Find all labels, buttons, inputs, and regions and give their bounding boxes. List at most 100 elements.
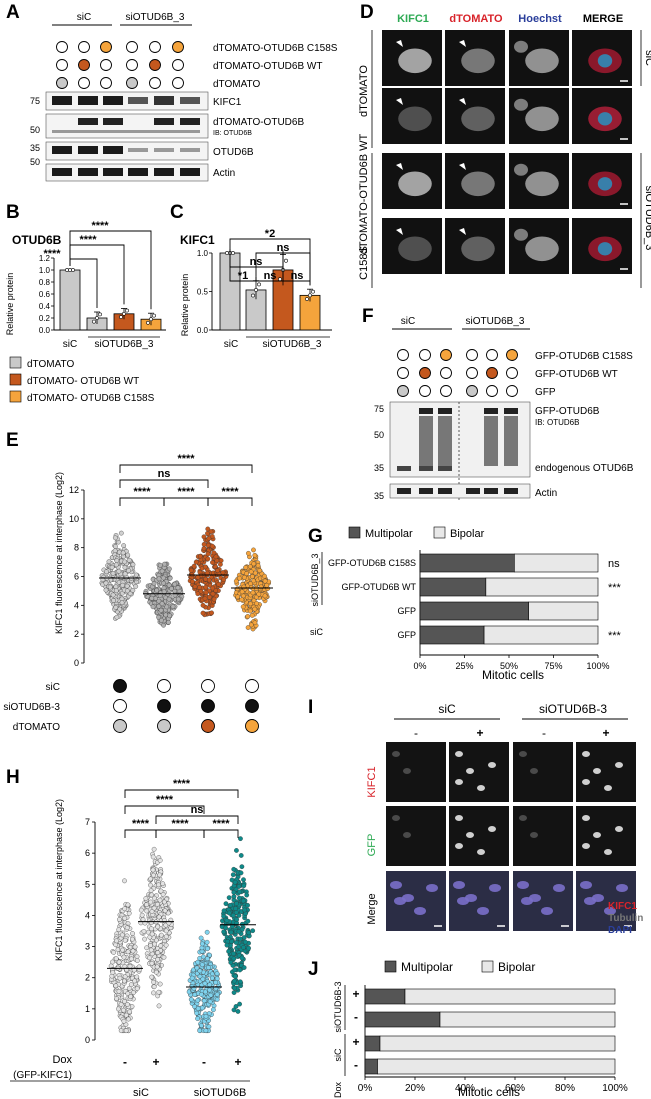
- nucleus: [392, 751, 400, 757]
- y-tick-label: 0.6: [39, 290, 51, 299]
- data-point: [232, 879, 238, 885]
- data-point: [241, 584, 247, 590]
- data-point: [139, 912, 145, 918]
- panel-a-label: A: [6, 2, 20, 23]
- data-point: [127, 1009, 133, 1015]
- cell-body: [580, 881, 592, 889]
- dox-sign: -: [123, 1055, 127, 1069]
- data-point: [216, 581, 222, 587]
- data-point: [200, 976, 206, 982]
- data-point: [213, 554, 219, 560]
- mw-marker: 50: [30, 125, 40, 135]
- data-point: [170, 604, 176, 609]
- data-point: [152, 895, 157, 901]
- bar-multipolar: [364, 1058, 378, 1075]
- data-point: [128, 994, 134, 1000]
- side-label-siotud6b: siOTUD6B-3: [333, 981, 343, 1032]
- cell-body: [517, 881, 529, 889]
- data-point: [122, 937, 128, 943]
- legend-swatch-dtomato: [9, 356, 22, 369]
- data-point: [223, 925, 229, 931]
- data-point: [252, 552, 258, 558]
- data-point: [148, 899, 154, 905]
- data-point: [230, 872, 236, 878]
- y-tick-label: 2: [85, 973, 90, 983]
- condition-circle: [56, 77, 68, 89]
- data-point: [148, 920, 154, 925]
- condition-circle: [172, 59, 184, 71]
- data-point: [233, 906, 238, 911]
- data-point: [233, 940, 239, 945]
- condition-circle: [149, 77, 161, 89]
- data-point: [122, 915, 128, 921]
- data-point: [132, 978, 138, 984]
- condition-circle: [397, 367, 409, 379]
- blot-gfp-otud6b-bands: [397, 408, 518, 471]
- panel-g-chart: 0% 25% 50% 75% 100% GFP-OTUD6B C158S GFP-OTUD6…: [328, 550, 622, 671]
- nucleus: [604, 849, 612, 855]
- significance-bracket: [69, 258, 98, 308]
- data-point: [257, 282, 261, 287]
- cell-body: [461, 236, 495, 262]
- x-tick-label: 0%: [358, 1083, 373, 1094]
- significance-label: ****: [132, 818, 150, 830]
- bar-label: GFP-OTUD6B C158S: [328, 558, 416, 568]
- data-point: [152, 941, 157, 947]
- data-point: [151, 905, 157, 911]
- data-point: [197, 585, 202, 590]
- data-point: [249, 574, 255, 579]
- data-point: [239, 921, 245, 927]
- data-point: [240, 604, 246, 610]
- micrograph-tile: [576, 806, 636, 866]
- x-tick-label: 60%: [505, 1083, 525, 1094]
- data-point: [200, 602, 206, 608]
- bar-bipolar: [377, 1058, 616, 1075]
- data-point: [151, 990, 156, 996]
- data-point: [143, 590, 148, 596]
- data-point: [311, 289, 315, 294]
- condition-circle: [466, 367, 478, 379]
- panel-a-row-label: dTOMATO-OTUD6B WT: [213, 61, 322, 72]
- cell-body: [525, 106, 559, 132]
- significance-label: ns: [608, 558, 620, 570]
- side-label-dox: Dox: [333, 1082, 343, 1099]
- data-point: [203, 1013, 209, 1019]
- y-tick-label: 1.2: [39, 254, 51, 263]
- data-point: [200, 610, 206, 616]
- data-point: [229, 939, 235, 944]
- data-point: [122, 559, 128, 565]
- data-point: [239, 955, 245, 961]
- data-point: [113, 956, 119, 962]
- data-point: [252, 620, 258, 626]
- data-point: [164, 604, 170, 610]
- band-label: GFP-OTUD6B: [535, 406, 600, 417]
- data-point: [202, 596, 208, 601]
- nucleus: [530, 832, 538, 838]
- data-point: [205, 556, 211, 562]
- data-point: [113, 983, 119, 989]
- condition-circle: [126, 59, 138, 71]
- mw-marker: 50: [374, 430, 384, 440]
- data-point: [125, 1002, 130, 1007]
- significance-label: ****: [221, 486, 239, 498]
- data-point: [195, 1006, 201, 1011]
- data-point: [163, 934, 169, 940]
- nucleus: [593, 832, 601, 838]
- side-label-sic: siC: [310, 627, 323, 637]
- data-point: [214, 992, 220, 997]
- data-point: [151, 872, 156, 878]
- condition-circle: [56, 41, 68, 53]
- panel-h: H KIFC1 fluorescence at interphase (Log2…: [6, 767, 256, 1099]
- data-point: [120, 582, 125, 588]
- condition-circle: [113, 719, 127, 733]
- data-point: [114, 996, 119, 1002]
- data-point: [162, 561, 167, 567]
- bar-bipolar: [528, 601, 599, 621]
- data-point: [248, 569, 254, 575]
- panel-c: C KIFC1 Relative protein 0.00.51.0*2nsns…: [170, 202, 332, 350]
- bar-bipolar: [483, 625, 599, 645]
- data-point: [157, 981, 163, 987]
- data-point: [197, 553, 203, 559]
- condition-circle: [149, 59, 161, 71]
